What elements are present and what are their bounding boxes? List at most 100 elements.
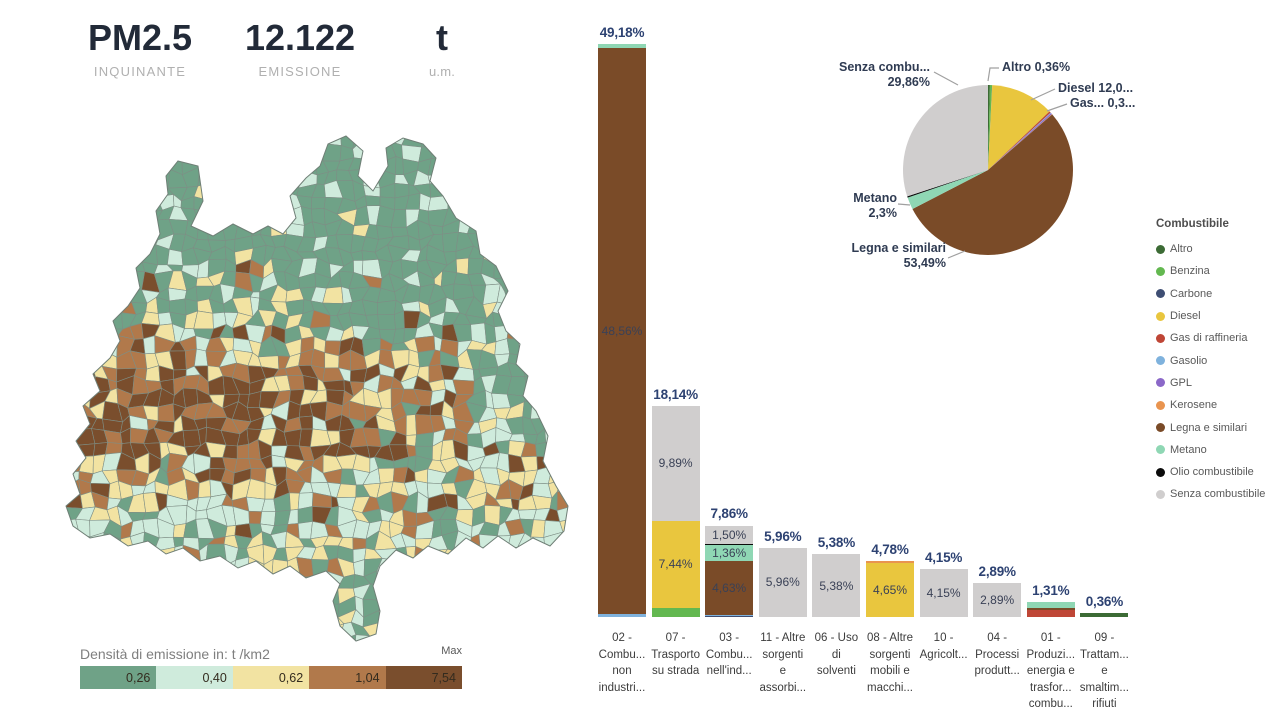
municipality-polygon[interactable] (312, 585, 328, 605)
municipality-polygon[interactable] (66, 429, 78, 446)
municipality-polygon[interactable] (28, 626, 39, 642)
municipality-polygon[interactable] (353, 559, 365, 577)
municipality-polygon[interactable] (51, 548, 70, 566)
municipality-polygon[interactable] (546, 142, 563, 156)
municipality-polygon[interactable] (248, 510, 263, 525)
municipality-polygon[interactable] (67, 353, 84, 369)
municipality-polygon[interactable] (41, 571, 57, 589)
municipality-polygon[interactable] (556, 141, 571, 158)
municipality-polygon[interactable] (52, 335, 69, 355)
municipality-polygon[interactable] (439, 573, 457, 591)
municipality-polygon[interactable] (90, 312, 110, 330)
municipality-polygon[interactable] (508, 310, 525, 326)
municipality-polygon[interactable] (218, 141, 235, 160)
municipality-polygon[interactable] (271, 192, 288, 214)
municipality-polygon[interactable] (509, 559, 527, 579)
municipality-polygon[interactable] (28, 589, 41, 604)
municipality-polygon[interactable] (453, 106, 472, 117)
municipality-polygon[interactable] (427, 608, 449, 627)
municipality-polygon[interactable] (28, 434, 45, 447)
municipality-polygon[interactable] (182, 582, 198, 604)
bar-segment-altro[interactable] (1080, 612, 1129, 617)
municipality-polygon[interactable] (101, 170, 122, 189)
fuel-legend-item-benzina[interactable]: Benzina (1156, 260, 1265, 282)
bar-category-label[interactable]: macchi... (866, 681, 913, 694)
municipality-polygon[interactable] (52, 196, 69, 214)
municipality-polygon[interactable] (426, 548, 449, 563)
municipality-polygon[interactable] (56, 246, 70, 264)
municipality-polygon[interactable] (218, 559, 237, 579)
bar-segment-senza[interactable] (812, 554, 861, 617)
municipality-polygon[interactable] (297, 621, 318, 643)
municipality-polygon[interactable] (479, 169, 500, 187)
municipality-polygon[interactable] (532, 146, 549, 163)
municipality-polygon[interactable] (427, 158, 449, 176)
municipality-polygon[interactable] (67, 338, 79, 358)
pie-slice-gas_raffineria[interactable] (988, 111, 1051, 170)
fuel-legend-item-senza[interactable]: Senza combustibile (1156, 483, 1265, 505)
municipality-polygon[interactable] (484, 622, 494, 642)
pie-slice-diesel[interactable] (988, 85, 1050, 170)
municipality-polygon[interactable] (103, 140, 123, 161)
municipality-polygon[interactable] (50, 455, 71, 475)
municipality-polygon[interactable] (551, 286, 565, 304)
municipality-polygon[interactable] (221, 169, 236, 189)
municipality-polygon[interactable] (28, 155, 45, 172)
municipality-polygon[interactable] (121, 548, 135, 560)
municipality-polygon[interactable] (114, 236, 134, 254)
municipality-polygon[interactable] (53, 575, 72, 588)
bar-segment-carbone[interactable] (705, 615, 754, 617)
municipality-polygon[interactable] (53, 484, 71, 499)
municipality-polygon[interactable] (106, 200, 116, 215)
municipality-polygon[interactable] (355, 118, 369, 135)
municipality-polygon[interactable] (379, 621, 390, 641)
municipality-polygon[interactable] (90, 257, 110, 275)
bar-category-label[interactable]: e (779, 665, 786, 677)
municipality-polygon[interactable] (453, 196, 472, 214)
municipality-polygon[interactable] (119, 260, 131, 280)
municipality-polygon[interactable] (560, 118, 575, 135)
fuel-legend-item-gasolio[interactable]: Gasolio (1156, 349, 1265, 371)
municipality-polygon[interactable] (416, 626, 430, 640)
municipality-polygon[interactable] (28, 407, 42, 421)
bar-category-label[interactable]: di (831, 648, 841, 661)
municipality-polygon[interactable] (404, 570, 420, 588)
municipality-polygon[interactable] (444, 583, 457, 604)
municipality-polygon[interactable] (287, 375, 305, 391)
municipality-polygon[interactable] (131, 174, 149, 187)
municipality-polygon[interactable] (108, 298, 123, 314)
municipality-polygon[interactable] (492, 196, 513, 212)
municipality-polygon[interactable] (483, 583, 500, 601)
municipality-polygon[interactable] (284, 133, 305, 143)
municipality-polygon[interactable] (543, 546, 564, 566)
municipality-polygon[interactable] (119, 140, 135, 162)
municipality-polygon[interactable] (531, 561, 548, 575)
municipality-polygon[interactable] (235, 585, 254, 603)
municipality-polygon[interactable] (57, 219, 69, 240)
municipality-polygon[interactable] (101, 186, 122, 202)
municipality-polygon[interactable] (517, 220, 538, 236)
municipality-polygon[interactable] (180, 118, 197, 132)
municipality-polygon[interactable] (479, 556, 501, 578)
municipality-polygon[interactable] (418, 609, 429, 629)
municipality-polygon[interactable] (53, 531, 71, 550)
municipality-polygon[interactable] (248, 142, 266, 160)
municipality-polygon[interactable] (452, 141, 469, 160)
municipality-polygon[interactable] (39, 520, 58, 538)
municipality-polygon[interactable] (352, 537, 367, 551)
municipality-polygon[interactable] (250, 121, 264, 137)
pie-slice-kerosene[interactable] (988, 114, 1053, 170)
municipality-polygon[interactable] (311, 559, 330, 577)
municipality-polygon[interactable] (288, 120, 305, 137)
municipality-polygon[interactable] (206, 194, 227, 214)
municipality-polygon[interactable] (50, 106, 70, 120)
municipality-polygon[interactable] (197, 597, 209, 613)
municipality-polygon[interactable] (28, 639, 43, 654)
municipality-polygon[interactable] (40, 549, 53, 560)
pie-slice-olio[interactable] (907, 170, 988, 198)
municipality-polygon[interactable] (157, 607, 168, 629)
municipality-polygon[interactable] (28, 352, 43, 370)
municipality-polygon[interactable] (40, 596, 52, 615)
municipality-polygon[interactable] (261, 583, 276, 604)
municipality-polygon[interactable] (443, 608, 460, 625)
